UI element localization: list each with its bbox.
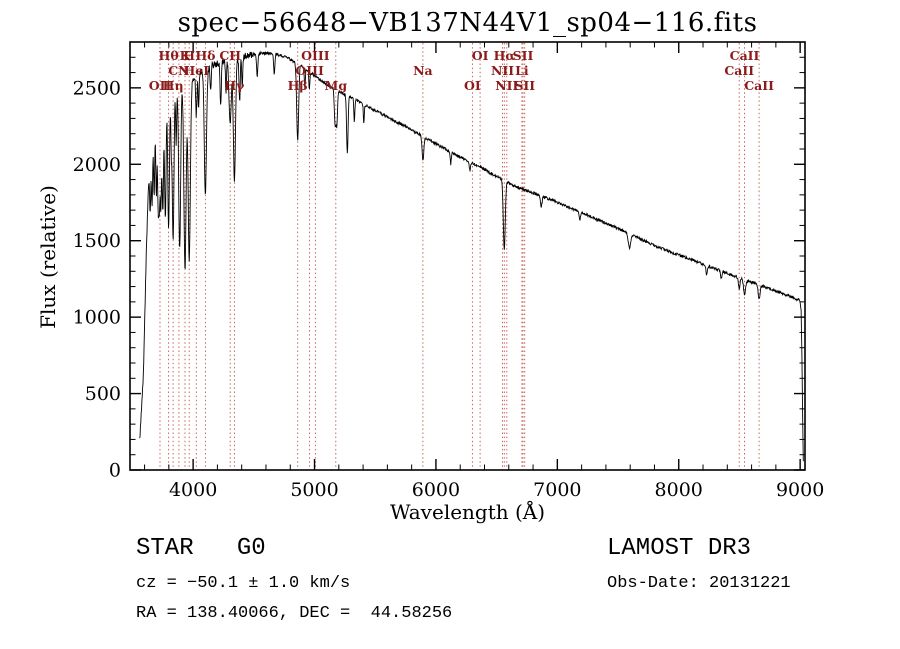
obs-date-label: Obs-Date: 20131221 (607, 574, 791, 593)
x-tick-label: 5000 (290, 479, 338, 501)
feature-label: HeI (183, 63, 209, 78)
plot-title: spec−56648−VB137N44V1_sp04−116.fits (177, 8, 758, 38)
y-tick-label: 0 (109, 460, 121, 482)
y-tick-label: 1000 (73, 307, 121, 329)
feature-label: Hβ (288, 78, 308, 93)
feature-label: NII (491, 63, 514, 78)
spectrum-trace (139, 50, 804, 462)
y-tick-label: 1500 (73, 230, 121, 252)
classification-label: STAR G0 (136, 535, 266, 562)
coordinates-label: RA = 138.40066, DEC = 44.58256 (136, 604, 453, 623)
feature-label: H (183, 48, 195, 63)
feature-label: OIII (295, 63, 324, 78)
x-axis-label: Wavelength (Å) (389, 500, 546, 524)
x-tick-label: 6000 (412, 479, 460, 501)
feature-label: CH (219, 48, 241, 63)
feature-label: Mg (325, 78, 348, 93)
feature-label: Na (413, 63, 433, 78)
y-axis-label: Flux (relative) (36, 185, 60, 329)
x-tick-label: 8000 (655, 479, 703, 501)
y-tick-label: 500 (85, 383, 121, 405)
y-tick-label: 2000 (73, 154, 121, 176)
survey-label: LAMOST DR3 (607, 535, 752, 562)
feature-label: SII (513, 48, 534, 63)
feature-label: OII (149, 78, 172, 93)
feature-label: CaII (730, 48, 760, 63)
feature-label: Hα (494, 48, 516, 63)
feature-label: Li (515, 63, 529, 78)
y-tick-label: 2500 (73, 77, 121, 99)
feature-label: K (180, 48, 192, 63)
feature-label: SII (514, 78, 535, 93)
x-tick-label: 7000 (533, 479, 581, 501)
feature-label: Hδ (195, 48, 215, 63)
feature-label: CaII (744, 78, 774, 93)
feature-label: OI (472, 48, 489, 63)
radial-velocity-label: cz = −50.1 ± 1.0 km/s (136, 574, 351, 593)
feature-label: Hθ (159, 48, 179, 63)
x-tick-label: 9000 (776, 479, 824, 501)
feature-label: OI (464, 78, 481, 93)
feature-label: CaII (724, 63, 754, 78)
feature-label: NII (495, 78, 518, 93)
feature-label: OIII (301, 48, 330, 63)
feature-label: CN (168, 63, 189, 78)
feature-label: Hη (163, 78, 184, 93)
x-tick-label: 4000 (169, 479, 217, 501)
feature-label: Hγ (224, 78, 245, 93)
